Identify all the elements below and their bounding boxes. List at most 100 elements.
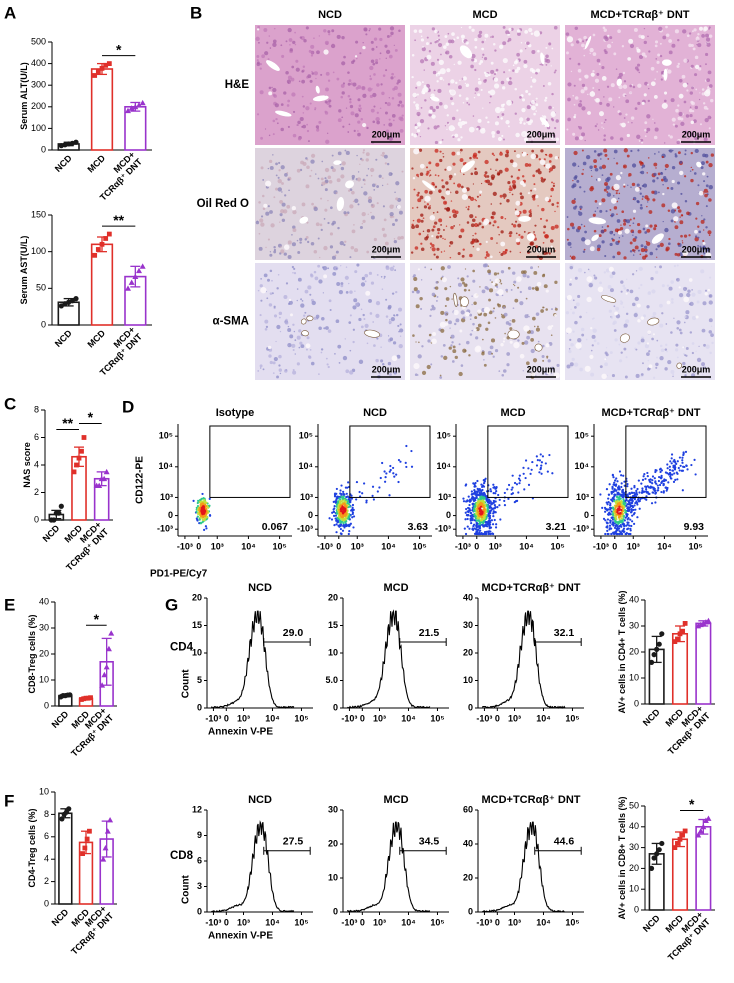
tissue-texture xyxy=(574,306,577,309)
tissue-texture xyxy=(636,135,640,139)
tissue-texture xyxy=(263,28,267,32)
tissue-texture xyxy=(572,95,574,97)
tissue-texture xyxy=(354,248,358,252)
tissue-texture xyxy=(342,91,345,94)
tissue-texture xyxy=(540,149,543,152)
tissue-texture xyxy=(496,69,499,72)
event-dot xyxy=(628,492,630,494)
vacuole xyxy=(515,201,520,206)
tissue-texture xyxy=(362,152,364,154)
tissue-texture xyxy=(544,99,547,102)
event-dot xyxy=(539,459,541,461)
vacuole xyxy=(627,134,630,137)
tissue-texture xyxy=(611,238,613,240)
tissue-texture xyxy=(646,131,648,133)
tissue-texture xyxy=(307,241,309,243)
tissue-texture xyxy=(533,358,537,362)
tissue-texture xyxy=(639,140,641,142)
tissue-texture xyxy=(454,134,458,138)
event-dot xyxy=(340,493,342,495)
tissue-texture xyxy=(388,335,389,336)
tissue-texture xyxy=(570,223,574,227)
tissue-texture xyxy=(608,285,612,289)
tissue-texture xyxy=(584,191,586,193)
vacuole xyxy=(496,291,498,293)
tissue-texture xyxy=(417,198,421,202)
event-dot xyxy=(479,529,481,531)
tissue-texture xyxy=(383,124,385,126)
tissue-texture xyxy=(478,81,482,85)
tissue-texture xyxy=(619,359,622,362)
tissue-texture xyxy=(487,175,490,178)
vacuole xyxy=(533,188,536,191)
vacuole xyxy=(513,342,519,348)
event-dot xyxy=(477,529,479,531)
tissue-texture xyxy=(433,225,436,228)
data-point xyxy=(675,637,680,642)
tissue-texture xyxy=(500,253,503,256)
tissue-texture xyxy=(505,120,509,124)
tissue-texture xyxy=(522,175,524,177)
tissue-texture xyxy=(431,62,435,66)
y-axis-label: NAS score xyxy=(22,442,32,488)
y-tick-label: 20 xyxy=(39,648,49,658)
vessel xyxy=(508,330,520,339)
tissue-texture xyxy=(512,180,516,184)
tissue-texture xyxy=(609,310,612,313)
vacuole xyxy=(474,38,477,41)
tissue-texture xyxy=(523,270,527,274)
tissue-texture xyxy=(368,214,369,215)
tissue-texture xyxy=(660,43,662,45)
event-dot xyxy=(647,475,649,477)
scale-bar-label: 200μm xyxy=(527,244,556,254)
tissue-texture xyxy=(654,136,658,140)
tissue-texture xyxy=(700,269,704,273)
tissue-texture xyxy=(659,304,663,308)
event-dot xyxy=(604,511,606,513)
tissue-texture xyxy=(443,344,446,347)
tissue-texture xyxy=(342,126,344,128)
x-tick-label: 10⁴ xyxy=(381,541,395,551)
vacuole xyxy=(397,205,401,209)
tissue-texture xyxy=(595,79,599,83)
tissue-texture xyxy=(580,208,582,210)
tissue-texture xyxy=(490,168,491,169)
tissue-texture xyxy=(578,268,582,272)
tissue-texture xyxy=(675,109,679,113)
y-tick-label: 10³ xyxy=(438,492,451,502)
tissue-texture xyxy=(675,29,679,33)
tissue-texture xyxy=(269,210,273,214)
tissue-texture xyxy=(707,176,709,178)
event-dot xyxy=(680,465,682,467)
tissue-texture xyxy=(314,207,318,211)
tissue-texture xyxy=(427,37,429,39)
tissue-texture xyxy=(482,289,486,293)
tissue-texture xyxy=(439,235,442,238)
tissue-texture xyxy=(653,312,657,316)
event-dot xyxy=(657,487,659,489)
tissue-texture xyxy=(661,203,665,207)
tissue-texture xyxy=(494,272,497,275)
event-dot xyxy=(399,461,401,463)
data-point xyxy=(107,61,112,66)
vacuole xyxy=(567,36,573,42)
tissue-texture xyxy=(450,241,454,245)
tissue-texture xyxy=(258,42,260,44)
tissue-texture xyxy=(577,226,581,230)
tissue-texture xyxy=(272,43,276,47)
tissue-texture xyxy=(693,28,696,31)
tissue-texture xyxy=(605,351,608,354)
tissue-texture xyxy=(449,245,451,247)
tissue-texture xyxy=(331,166,334,169)
tissue-texture xyxy=(706,108,708,110)
tissue-texture xyxy=(338,109,341,112)
tissue-texture xyxy=(444,250,445,251)
tissue-texture xyxy=(640,171,642,173)
event-dot xyxy=(484,533,486,535)
tissue-texture xyxy=(424,237,428,241)
tissue-texture xyxy=(272,88,276,92)
tissue-texture xyxy=(438,218,442,222)
tissue-texture xyxy=(683,58,687,62)
event-dot xyxy=(681,457,683,459)
tissue-texture xyxy=(710,333,714,337)
